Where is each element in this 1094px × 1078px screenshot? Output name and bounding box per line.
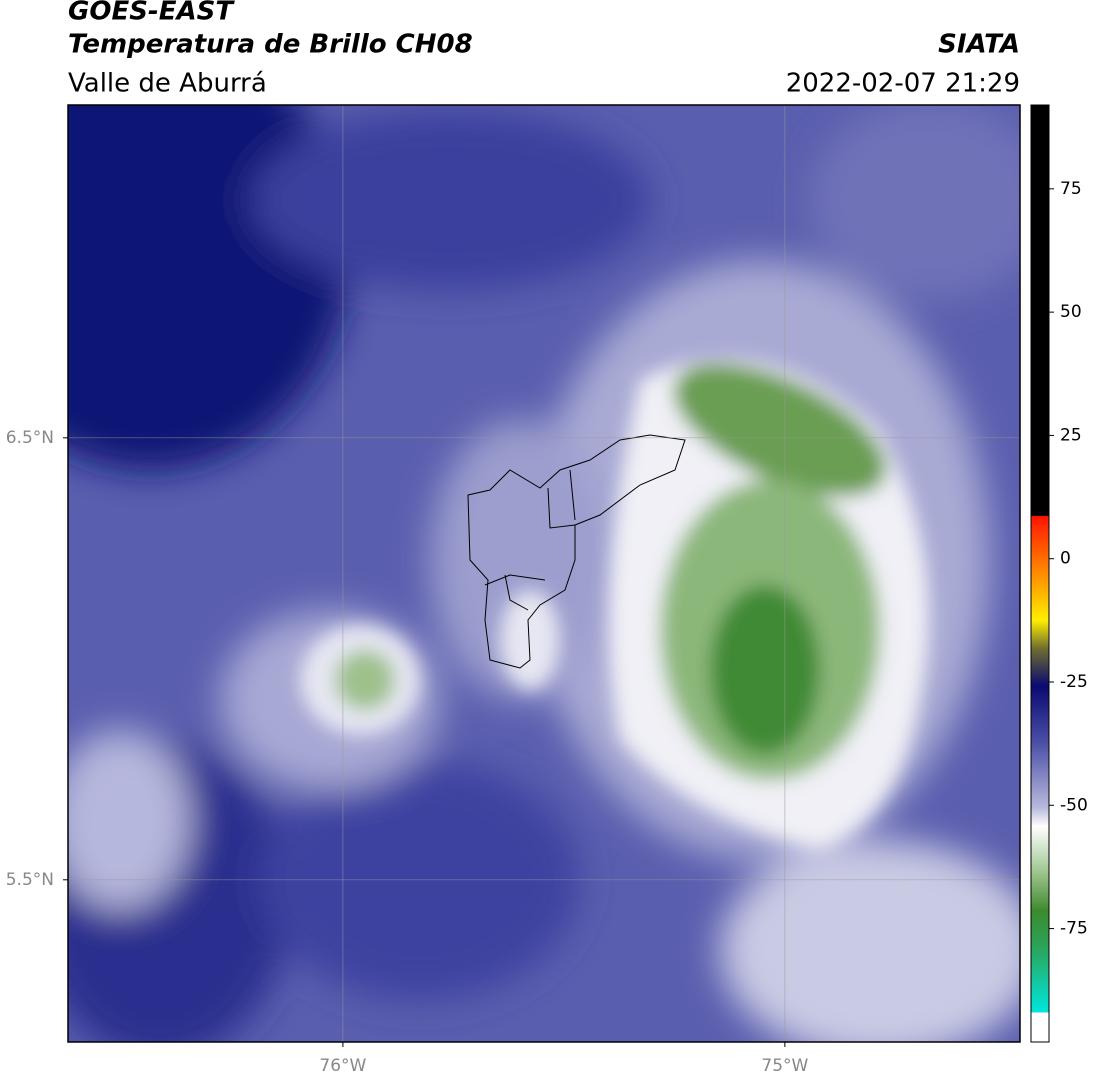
colorbar-tick-label: 0 (1060, 549, 1071, 569)
colorbar (1030, 104, 1050, 1043)
y-tick-label: 5.5°N (6, 870, 54, 890)
title: GOES-EAST (68, 0, 235, 27)
datetime: 2022-02-07 21:29 (786, 69, 1020, 99)
colorbar-tick-label: 50 (1060, 302, 1082, 322)
satellite-image (68, 105, 1020, 1042)
x-tick-label: 75°W (761, 1056, 808, 1076)
region: Valle de Aburrá (68, 69, 267, 99)
grid (68, 105, 1020, 1042)
colorbar-tick-label: -75 (1060, 919, 1088, 939)
colorbar-tick-label: 75 (1060, 179, 1082, 199)
source: SIATA (938, 30, 1020, 60)
map-frame (67, 104, 1021, 1043)
colorbar-tick-label: 25 (1060, 425, 1082, 445)
municipality-borders (467, 434, 686, 669)
subtitle: Temperatura de Brillo CH08 (68, 30, 473, 60)
colorbar-tick-label: -50 (1060, 795, 1088, 815)
y-tick-label: 6.5°N (6, 428, 54, 448)
x-tick-label: 76°W (319, 1056, 366, 1076)
colorbar-tick-label: -25 (1060, 672, 1088, 692)
